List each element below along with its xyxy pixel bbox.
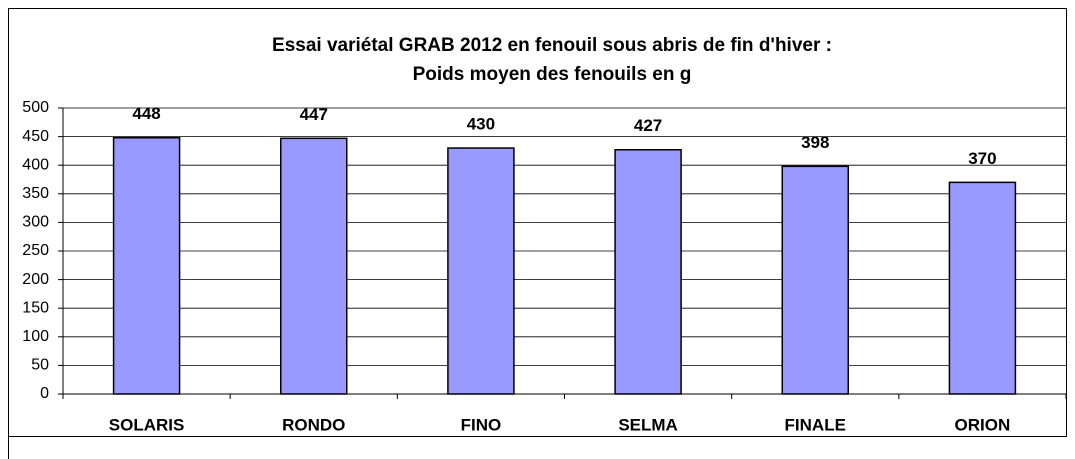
bar [948, 181, 1017, 395]
y-tick-label: 500 [22, 99, 49, 116]
bar [781, 165, 849, 395]
bar [280, 137, 348, 395]
y-tick-label: 200 [22, 271, 49, 288]
value-label: 448 [132, 104, 160, 123]
y-tick-label: 350 [22, 185, 49, 202]
x-tick-label: SELMA [618, 415, 678, 434]
value-label: 398 [801, 133, 829, 152]
x-tick-label: RONDO [282, 415, 345, 434]
y-tick-label: 250 [22, 242, 49, 259]
x-tick-label: ORION [955, 415, 1011, 434]
bar [447, 147, 515, 395]
value-label: 430 [467, 115, 495, 134]
value-label: 427 [634, 116, 662, 135]
x-tick-label: FINO [461, 415, 502, 434]
chart-title: Essai variétal GRAB 2012 en fenouil sous… [272, 35, 832, 56]
bar [112, 136, 181, 395]
bar [614, 149, 682, 395]
y-tick-label: 50 [31, 357, 49, 374]
y-tick-label: 300 [22, 214, 49, 231]
y-tick-label: 150 [22, 299, 49, 316]
x-tick-label: FINALE [785, 415, 846, 434]
y-tick-label: 0 [40, 385, 49, 402]
value-label: 447 [300, 105, 328, 124]
y-tick-label: 100 [22, 328, 49, 345]
x-tick-label: SOLARIS [109, 415, 185, 434]
y-tick-label: 450 [22, 128, 49, 145]
chart-title: Poids moyen des fenouils en g [413, 64, 692, 85]
y-tick-label: 400 [22, 156, 49, 173]
value-label: 370 [968, 149, 996, 168]
